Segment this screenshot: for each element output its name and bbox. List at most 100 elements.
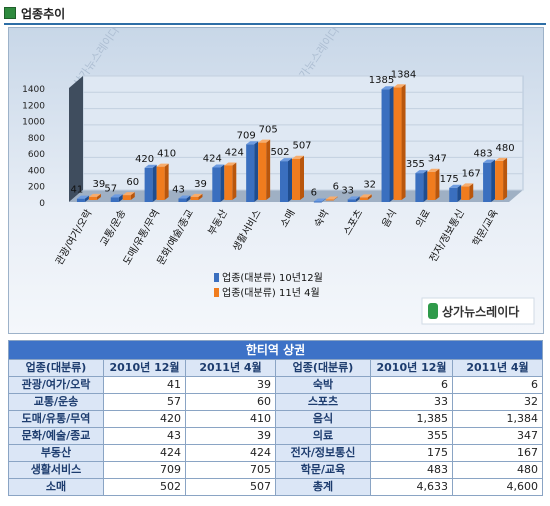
data-label: 420 <box>135 154 154 165</box>
bar-side <box>186 195 191 202</box>
category-cell: 교통/운송 <box>8 393 104 411</box>
section-title: 업종추이 <box>21 6 66 21</box>
x-tick-label: 음식 <box>380 208 400 230</box>
bar <box>495 160 504 200</box>
bar-top <box>381 86 394 90</box>
bar-side <box>300 155 304 200</box>
value-cell: 424 <box>103 444 186 462</box>
bar-side <box>254 141 259 202</box>
bar-top <box>224 162 237 166</box>
data-label: 39 <box>194 179 207 190</box>
bar-side <box>389 86 394 202</box>
header-divider <box>4 23 546 25</box>
data-label: 32 <box>363 179 376 190</box>
x-tick-label: 관광/여가/오락 <box>53 208 94 268</box>
bar-side <box>232 162 237 200</box>
bar <box>246 144 255 202</box>
bar-side <box>333 196 338 200</box>
bar <box>325 199 334 201</box>
bar-top <box>212 164 225 168</box>
table-row: 소매 502 507 총계 4,633 4,600 <box>8 478 544 496</box>
value-cell: 6 <box>370 376 453 394</box>
bar <box>178 198 187 202</box>
table-row: 관광/여가/오락 41 39 숙박 6 6 <box>8 376 544 394</box>
value-cell: 41 <box>103 376 186 394</box>
bar-side <box>457 184 462 202</box>
bar-side <box>152 164 157 202</box>
column-header: 2010년 12월 <box>370 359 453 377</box>
column-header: 2011년 4월 <box>451 359 544 377</box>
data-label: 480 <box>496 143 515 154</box>
x-tick-label: 생활서비스 <box>229 207 263 253</box>
logo-box <box>421 297 535 325</box>
table-row: 부동산 424 424 전자/정보통신 175 167 <box>8 444 544 462</box>
value-cell: 175 <box>370 444 453 462</box>
bar <box>393 87 402 200</box>
bar <box>156 166 165 200</box>
bar <box>110 197 119 202</box>
data-label: 33 <box>341 185 354 196</box>
data-label: 57 <box>104 183 117 194</box>
bar-chart: 상가뉴스레이다상가뉴스레이다상가뉴스레이다상가뉴스레이다020040060080… <box>22 28 535 325</box>
plot-side-wall <box>69 76 83 202</box>
x-tick-label: 소매 <box>278 208 298 230</box>
value-cell: 32 <box>451 393 544 411</box>
logo-mark <box>428 303 438 319</box>
bar-top <box>427 168 440 172</box>
value-cell: 1,385 <box>370 410 453 428</box>
section-header: 업종추이 <box>4 4 65 22</box>
bar-top <box>359 194 372 198</box>
bar-top <box>76 195 89 199</box>
category-cell: 부동산 <box>8 444 104 462</box>
y-tick-label: 600 <box>28 150 45 160</box>
bar-side <box>491 159 496 202</box>
bar <box>76 198 85 202</box>
category-cell: 문화/예술/종교 <box>8 427 104 445</box>
data-label: 6 <box>333 182 339 193</box>
value-cell: 6 <box>451 376 544 394</box>
value-cell: 420 <box>103 410 186 428</box>
bar-top <box>246 141 259 145</box>
value-cell: 507 <box>185 478 276 496</box>
bar <box>144 167 153 202</box>
bar <box>427 171 436 200</box>
bar <box>347 199 356 202</box>
bar-top <box>325 196 338 200</box>
bar <box>415 173 424 202</box>
bar-side <box>355 196 360 202</box>
value-cell: 39 <box>185 376 276 394</box>
bar-top <box>313 198 326 202</box>
bar-top <box>393 84 406 88</box>
x-tick-label: 부동산 <box>206 208 230 238</box>
y-tick-label: 200 <box>28 183 45 193</box>
data-label: 507 <box>292 141 311 152</box>
column-header: 2011년 4월 <box>185 359 276 377</box>
data-label: 167 <box>462 168 481 179</box>
bar-side <box>198 193 203 200</box>
bar <box>313 201 322 203</box>
category-cell: 학문/교육 <box>275 461 371 479</box>
bar <box>292 158 300 200</box>
x-tick-label: 교통/운송 <box>98 208 128 249</box>
column-header: 업종(대분류) <box>275 359 371 377</box>
table-header-row: 업종(대분류) 2010년 12월 2011년 4월 업종(대분류) 2010년 12월… <box>8 359 544 377</box>
bar-side <box>469 183 474 200</box>
bar-top <box>461 183 474 187</box>
data-label: 175 <box>440 174 459 185</box>
bar-side <box>401 84 406 200</box>
bar-side <box>503 157 508 200</box>
category-cell: 의료 <box>275 427 371 445</box>
bar-side <box>423 170 428 202</box>
value-cell: 1,384 <box>451 410 544 428</box>
bar-top <box>292 155 304 159</box>
legend-swatch <box>214 273 219 282</box>
value-cell: 480 <box>451 461 544 479</box>
data-label: 347 <box>428 154 447 165</box>
bar <box>258 142 267 200</box>
bar <box>483 162 492 202</box>
bar <box>280 161 288 202</box>
data-label: 424 <box>203 153 222 164</box>
category-cell: 스포츠 <box>275 393 371 411</box>
legend-label: 업종(대분류) 11년 4월 <box>222 286 320 299</box>
value-cell: 43 <box>103 427 186 445</box>
